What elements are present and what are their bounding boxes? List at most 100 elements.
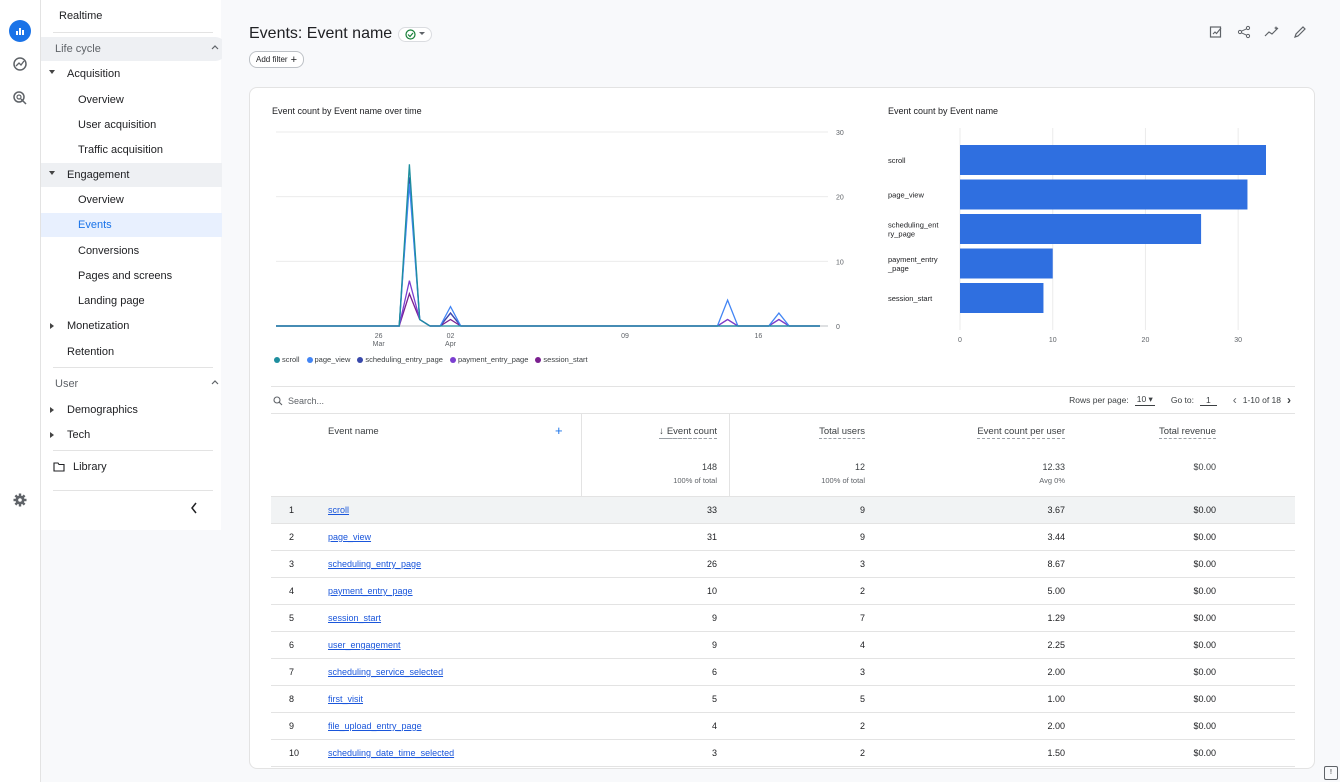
nav-monetization[interactable]: Monetization — [41, 314, 239, 338]
event-name-link[interactable]: user_engagement — [328, 640, 401, 650]
series-line-payment_entry_page[interactable] — [276, 280, 820, 327]
bar-scroll[interactable] — [960, 145, 1266, 175]
nav-retention[interactable]: Retention — [67, 346, 115, 358]
legend-item-scroll[interactable]: scroll — [274, 355, 300, 364]
explore-icon[interactable] — [9, 53, 31, 75]
table-row[interactable]: 3 scheduling_entry_page 26 3 8.67 $0.00 — [271, 551, 1295, 578]
y-tick-label: 0 — [836, 324, 840, 331]
bar-scheduling_entry_page[interactable] — [960, 214, 1202, 244]
table-toolbar: Search... Rows per page: 10 ▾ Go to: 1 ‹… — [271, 386, 1295, 413]
nav-acq-overview[interactable]: Overview — [78, 94, 124, 106]
nav-tech[interactable]: Tech — [41, 423, 239, 447]
edit-pencil-icon[interactable] — [1292, 24, 1308, 40]
col-total-revenue[interactable]: Total revenue — [1158, 426, 1216, 439]
table-row[interactable]: 4 payment_entry_page 10 2 5.00 $0.00 — [271, 578, 1295, 605]
line-chart-title: Event count by Event name over time — [272, 106, 422, 116]
legend-item-session_start[interactable]: session_start — [535, 355, 588, 364]
event-name-link[interactable]: first_visit — [328, 694, 364, 704]
col-event-name[interactable]: Event name — [328, 426, 379, 437]
event-name-link[interactable]: scheduling_entry_page — [328, 559, 422, 569]
legend-label: payment_entry_page — [457, 355, 529, 364]
bar-category-label: page_view — [888, 191, 924, 200]
legend-dot — [306, 357, 313, 364]
row-index: 7 — [289, 667, 295, 677]
nav-acquisition[interactable]: Acquisition — [41, 62, 239, 86]
series-line-scheduling_entry_page[interactable] — [276, 177, 820, 327]
legend-dot — [274, 357, 280, 364]
insights-icon[interactable] — [1264, 24, 1280, 40]
table-row[interactable]: 9 file_upload_entry_page 4 2 2.00 $0.00 — [271, 713, 1295, 740]
table-row[interactable]: 8 first_visit 5 5 1.00 $0.00 — [271, 686, 1295, 713]
settings-gear-icon[interactable] — [9, 489, 31, 511]
goto-page-input[interactable]: 1 — [1199, 395, 1217, 406]
table-search[interactable]: Search... — [273, 396, 324, 406]
per-user-cell: 2.25 — [1047, 640, 1065, 650]
nav-user-acquisition[interactable]: User acquisition — [78, 119, 157, 131]
next-page-icon[interactable]: › — [1287, 393, 1291, 407]
nav-engagement[interactable]: Engagement — [41, 163, 239, 187]
per-user-cell: 3.44 — [1047, 532, 1065, 542]
series-line-scroll[interactable] — [276, 164, 820, 327]
nav-section-user[interactable]: User — [41, 372, 227, 396]
search-input[interactable]: Search... — [288, 396, 325, 406]
row-index: 1 — [289, 505, 295, 515]
event-name-link[interactable]: scheduling_service_selected — [328, 667, 444, 677]
event-name-link[interactable]: scroll — [328, 505, 350, 515]
nav-eng-overview[interactable]: Overview — [78, 194, 124, 206]
bar-chart[interactable]: 0 10 20 30 scroll page_view scheduling_entry_p… — [886, 124, 1296, 352]
event-name-link[interactable]: file_upload_entry_page — [328, 721, 422, 731]
add-filter-button[interactable]: Add filter + — [249, 51, 305, 68]
legend-item-scheduling_entry_page[interactable]: scheduling_entry_page — [357, 355, 443, 364]
customize-report-icon[interactable] — [1208, 24, 1224, 40]
row-index: 3 — [289, 559, 295, 569]
total-per-user: 12.33 Avg 0% — [1039, 462, 1065, 485]
nav-landing-page[interactable]: Landing page — [78, 295, 145, 307]
table-row[interactable]: 7 scheduling_service_selected 6 3 2.00 $0.00 — [271, 659, 1295, 686]
feedback-icon[interactable]: ! — [1324, 766, 1338, 780]
x-tick-label: 20 — [1142, 337, 1150, 344]
nav-traffic-acquisition[interactable]: Traffic acquisition — [78, 144, 163, 156]
table-body: 1 scroll 33 9 3.67 $0.00 2 page_view 31 9 3.44 $0.0… — [271, 497, 1295, 767]
table-row[interactable]: 6 user_engagement 9 4 2.25 $0.00 — [271, 632, 1295, 659]
col-total-users[interactable]: Total users — [819, 426, 865, 439]
event-name-link[interactable]: payment_entry_page — [328, 586, 413, 596]
bar-session_start[interactable] — [960, 283, 1044, 313]
collapse-chevron-left-icon[interactable] — [189, 501, 199, 519]
series-line-page_view[interactable] — [276, 183, 820, 327]
rows-per-page-select[interactable]: 10 ▾ — [1134, 394, 1155, 406]
share-icon[interactable] — [1236, 24, 1252, 40]
col-event-count[interactable]: ↓ Event count — [659, 426, 717, 439]
bar-page_view[interactable] — [960, 179, 1248, 210]
nav-events[interactable]: Events — [41, 213, 250, 237]
event-name-link[interactable]: page_view — [328, 532, 372, 542]
legend-item-page_view[interactable]: page_view — [306, 355, 350, 364]
plus-icon: + — [290, 53, 298, 66]
col-event-count-per-user[interactable]: Event count per user — [977, 426, 1065, 439]
nav-section-lifecycle[interactable]: Life cycle — [41, 37, 227, 61]
table-row[interactable]: 2 page_view 31 9 3.44 $0.00 — [271, 524, 1295, 551]
prev-page-icon[interactable]: ‹ — [1232, 393, 1237, 407]
bar-payment_entry_page[interactable] — [960, 248, 1053, 279]
table-row[interactable]: 10 scheduling_date_time_selected 3 2 1.50 $0.… — [271, 740, 1295, 767]
status-dropdown[interactable] — [398, 26, 433, 42]
advertising-icon[interactable] — [9, 87, 31, 109]
table-row[interactable]: 1 scroll 33 9 3.67 $0.00 — [271, 497, 1295, 524]
legend-item-payment_entry_page[interactable]: payment_entry_page — [449, 355, 529, 364]
table-row[interactable]: 5 session_start 9 7 1.29 $0.00 — [271, 605, 1295, 632]
reports-icon[interactable] — [9, 20, 31, 42]
event-name-link[interactable]: session_start — [328, 613, 382, 623]
nav-realtime[interactable]: Realtime — [59, 10, 103, 22]
nav-demographics[interactable]: Demographics — [41, 398, 239, 422]
per-user-cell: 5.00 — [1047, 586, 1065, 596]
event-name-link[interactable]: scheduling_date_time_selected — [328, 748, 455, 758]
nav-conversions[interactable]: Conversions — [78, 245, 140, 257]
chevron-up-icon — [211, 45, 219, 50]
nav-library[interactable]: Library — [41, 455, 245, 479]
add-dimension-plus-icon[interactable]: + — [555, 423, 563, 438]
page-title: Events: Event name — [249, 25, 433, 43]
revenue-cell: $0.00 — [1193, 613, 1216, 623]
series-line-session_start[interactable] — [276, 291, 820, 327]
nav-pages-and-screens[interactable]: Pages and screens — [78, 270, 173, 282]
event-count-cell: 5 — [711, 694, 717, 704]
